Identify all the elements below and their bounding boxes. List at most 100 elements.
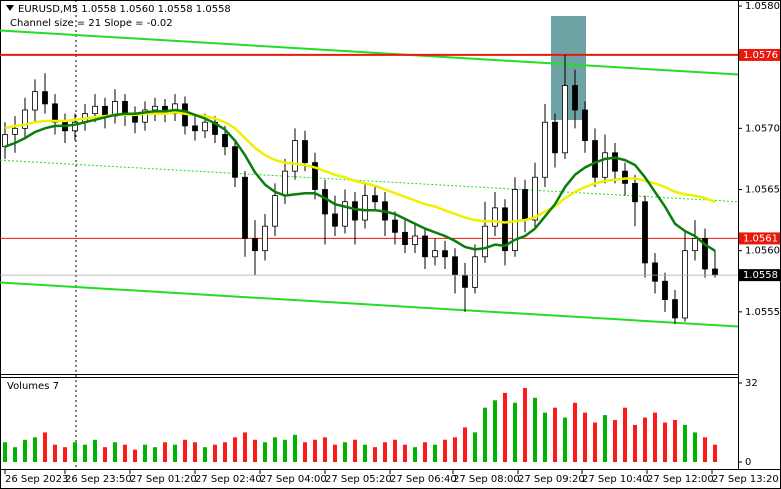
price-label: 1.0558: [743, 270, 778, 281]
x-tick-label: 27 Sep 09:20: [518, 474, 585, 485]
volume-bar: [333, 444, 337, 462]
chart-title: EURUSD,M5 1.0558 1.0560 1.0558 1.0558: [18, 4, 231, 15]
volume-bar: [223, 442, 227, 462]
volume-bar: [133, 449, 137, 462]
candle-body: [592, 140, 598, 178]
candle-body: [342, 201, 348, 227]
volume-bar: [543, 412, 547, 462]
candle-body: [352, 201, 358, 221]
volume-bar: [403, 444, 407, 462]
candle-body: [202, 121, 208, 132]
candle-body: [532, 176, 538, 221]
candle-body: [522, 189, 528, 221]
x-tick-label: 27 Sep 02:40: [195, 474, 262, 485]
volume-bar: [673, 420, 677, 462]
channel-line: [0, 159, 739, 203]
volume-bar: [703, 437, 707, 462]
candle-body: [242, 176, 248, 239]
y-tick-label: 1.0560: [745, 246, 780, 257]
candle-body: [542, 121, 548, 178]
candle-body: [402, 231, 408, 245]
volume-bar: [203, 447, 207, 462]
x-tick-label: 27 Sep 10:40: [582, 474, 649, 485]
x-tick-label: 27 Sep 13:20: [712, 474, 779, 485]
volume-bar: [73, 442, 77, 462]
x-tick-label: 27 Sep 08:00: [453, 474, 520, 485]
x-tick-label: 26 Sep 23:50: [65, 474, 132, 485]
candle-body: [392, 219, 398, 233]
candle-body: [12, 127, 18, 135]
candle-body: [452, 256, 458, 276]
volume-bar: [3, 442, 7, 462]
candle-body: [292, 140, 298, 172]
volume-bar: [643, 417, 647, 462]
candle-body: [612, 152, 618, 172]
volume-bar: [313, 439, 317, 462]
volume-bar: [613, 420, 617, 462]
volume-bar: [193, 442, 197, 462]
candle-body: [692, 238, 698, 252]
candle-body: [312, 162, 318, 190]
y-tick-label: 1.0570: [745, 123, 780, 134]
volume-bar: [663, 422, 667, 462]
volume-bar: [423, 442, 427, 462]
volume-bar: [123, 444, 127, 462]
candle-body: [562, 85, 568, 154]
candle-body: [432, 250, 438, 258]
candle-body: [582, 109, 588, 141]
volume-bar: [523, 387, 527, 462]
volume-bar: [153, 447, 157, 462]
volume-bar: [413, 447, 417, 462]
x-tick-label: 27 Sep 01:20: [130, 474, 197, 485]
volume-bar: [463, 427, 467, 462]
volume-bar: [433, 444, 437, 462]
volume-bar: [483, 407, 487, 462]
volume-bar: [163, 442, 167, 462]
candle-body: [262, 225, 268, 252]
channel-line: [0, 29, 739, 76]
volume-bar: [353, 439, 357, 462]
moving-average: [4, 108, 716, 252]
volume-bar: [113, 442, 117, 462]
volume-bar: [323, 437, 327, 462]
volume-bar: [43, 432, 47, 462]
volume-bar: [683, 424, 687, 462]
volume-bar: [623, 407, 627, 462]
volume-bar: [303, 442, 307, 462]
menu-icon: [6, 5, 14, 11]
volume-bar: [273, 437, 277, 462]
candle-body: [672, 299, 678, 319]
candle-body: [252, 238, 258, 252]
volume-bar: [103, 447, 107, 462]
volume-bar: [573, 402, 577, 462]
volume-bar: [63, 447, 67, 462]
volume-bar: [243, 432, 247, 462]
price-label: 1.0576: [743, 50, 778, 61]
candle-body: [32, 91, 38, 111]
candle-body: [122, 101, 128, 115]
candle-body: [222, 134, 228, 148]
candle-body: [602, 152, 608, 178]
candle-body: [372, 195, 378, 203]
volume-tick-label: 32: [745, 378, 758, 389]
candle-body: [572, 85, 578, 111]
x-tick-label: 26 Sep 2023: [5, 474, 68, 485]
volume-bar: [653, 412, 657, 462]
y-tick-label: 1.0580: [745, 1, 780, 12]
candle-body: [322, 189, 328, 215]
volume-bar: [563, 417, 567, 462]
chart-subtitle: Channel size = 21 Slope = -0.02: [10, 18, 173, 29]
candle-body: [482, 225, 488, 258]
volume-bar: [553, 407, 557, 462]
candle-body: [702, 238, 708, 270]
volume-bar: [503, 392, 507, 462]
candle-body: [152, 105, 158, 111]
volume-bar: [583, 412, 587, 462]
volume-bar: [513, 402, 517, 462]
candle-body: [502, 207, 508, 252]
volume-bar: [213, 444, 217, 462]
volume-bar: [493, 400, 497, 462]
volume-bar: [633, 424, 637, 462]
candle-body: [22, 109, 28, 129]
